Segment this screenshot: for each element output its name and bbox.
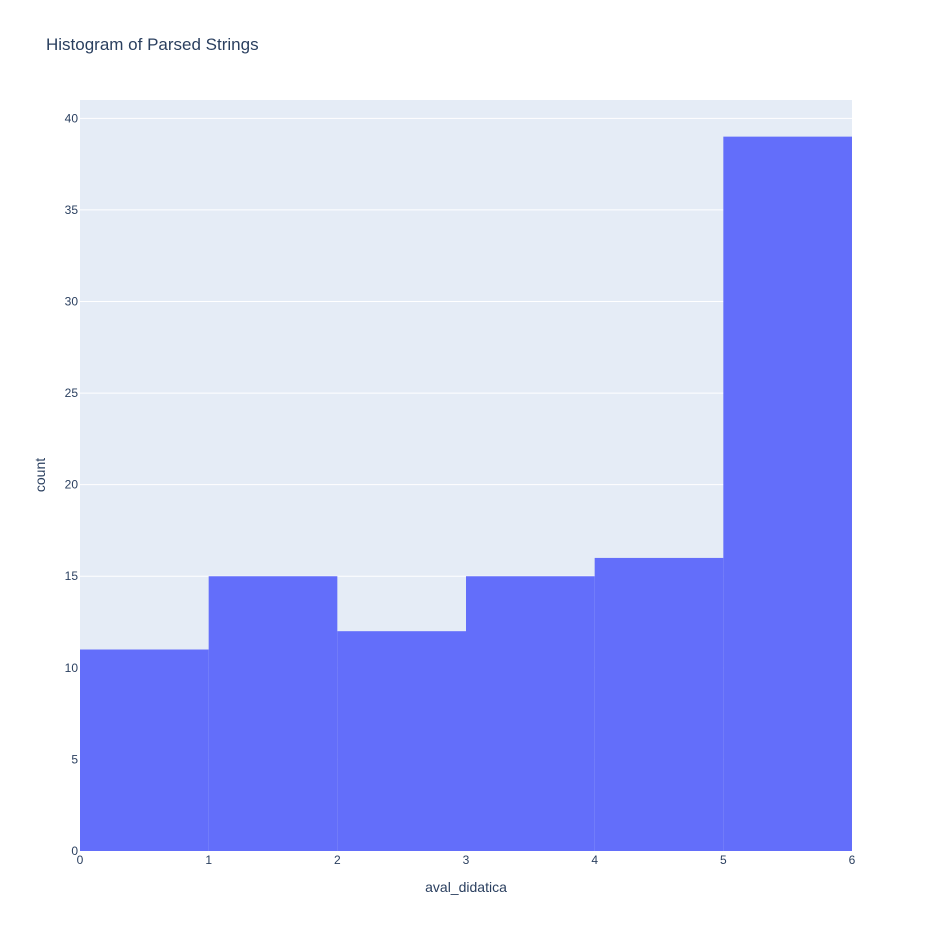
y-tick-label: 15: [65, 569, 79, 583]
chart-title: Histogram of Parsed Strings: [46, 35, 259, 54]
x-tick-label: 6: [849, 853, 856, 867]
y-tick-label: 10: [65, 661, 79, 675]
y-tick-label: 5: [71, 752, 78, 766]
y-axis-ticks: 0 5 10 15 20 25 30 35 40: [65, 111, 79, 858]
x-tick-label: 0: [77, 853, 84, 867]
histogram-bar-5-6: [723, 136, 852, 851]
x-tick-label: 3: [463, 853, 470, 867]
x-tick-label: 4: [591, 853, 598, 867]
histogram-bar-0-1: [80, 649, 209, 851]
x-tick-label: 5: [720, 853, 727, 867]
histogram-bar-1-2: [208, 576, 338, 851]
x-tick-label: 1: [205, 853, 212, 867]
histogram-bar-3-4: [466, 576, 595, 851]
y-tick-label: 40: [65, 111, 79, 125]
y-tick-label: 20: [65, 478, 79, 492]
histogram-bar-4-5: [594, 557, 724, 851]
x-axis-ticks: 0 1 2 3 4 5 6: [77, 853, 856, 867]
y-axis-title: count: [32, 458, 48, 492]
histogram-bars: [80, 136, 852, 851]
x-tick-label: 2: [334, 853, 341, 867]
y-tick-label: 30: [65, 294, 79, 308]
y-tick-label: 0: [71, 844, 78, 858]
histogram-bar-2-3: [337, 631, 466, 851]
y-tick-label: 25: [65, 386, 79, 400]
x-axis-title: aval_didatica: [425, 879, 507, 895]
y-tick-label: 35: [65, 203, 79, 217]
